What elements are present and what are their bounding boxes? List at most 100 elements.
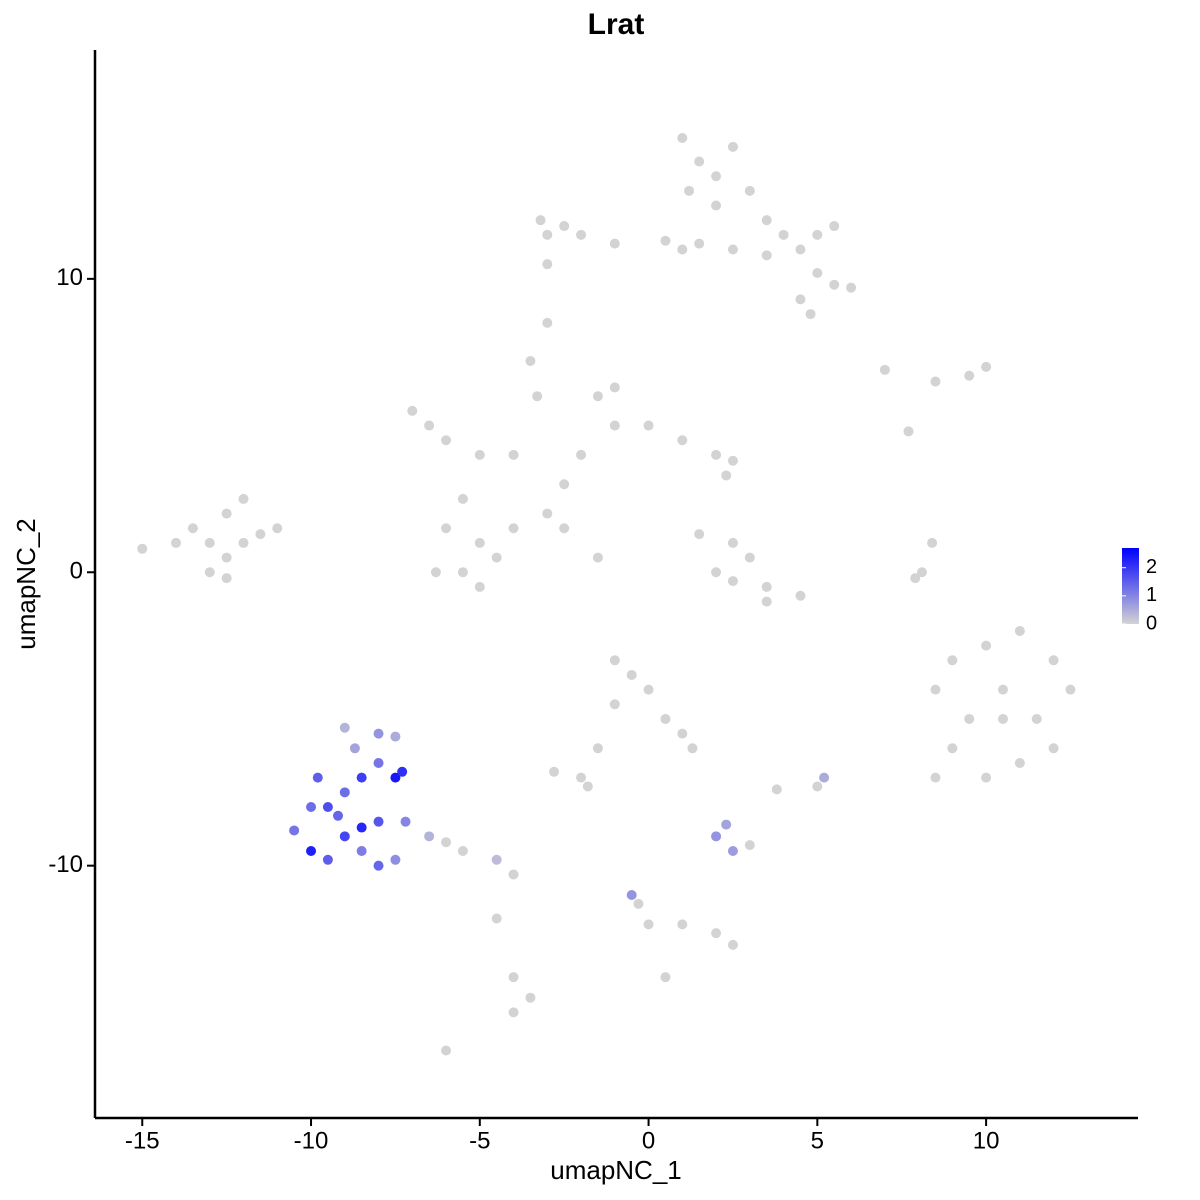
point [204,567,215,578]
point [643,684,654,695]
point [542,508,553,519]
point [761,250,772,261]
point [457,567,468,578]
point [997,684,1008,695]
point [582,781,593,792]
point [805,309,816,320]
x-tick-label: -15 [125,1127,160,1154]
point [721,470,732,481]
point [609,655,620,666]
point [812,781,823,792]
point [390,731,401,742]
point [930,376,941,387]
point [1014,757,1025,768]
point [997,713,1008,724]
point [542,229,553,240]
point [373,728,384,739]
point [727,244,738,255]
point [684,185,695,196]
point [727,846,738,856]
y-tick-label: 10 [56,264,83,291]
point [910,573,921,584]
point [491,552,502,563]
point [727,537,738,548]
point [916,567,927,578]
point [1065,684,1076,695]
point [400,816,411,827]
point [542,317,553,328]
point [322,801,333,812]
point [694,156,705,167]
point [964,370,975,381]
point [744,840,755,851]
x-tick-label: 5 [811,1127,824,1154]
x-tick-label: 0 [642,1127,655,1154]
point [761,581,772,592]
point [592,391,603,402]
points [137,133,1076,1056]
point [981,640,992,651]
point [238,537,249,548]
point [508,523,519,534]
point [407,405,418,416]
point [1048,743,1059,754]
point [559,523,570,534]
point [829,221,840,232]
point [812,229,823,240]
point [238,493,249,504]
point [660,235,671,246]
point [390,854,401,865]
point [373,816,384,827]
point [711,567,722,578]
point [306,801,317,812]
point [761,596,772,607]
point [221,552,232,563]
point [677,728,688,739]
point [744,185,755,196]
point [727,939,738,950]
point [508,1007,519,1018]
point [643,919,654,930]
point [373,757,384,768]
color-bar [1122,548,1139,624]
point [727,455,738,466]
point [289,825,300,836]
point [771,784,782,795]
point [633,898,644,909]
point [609,238,620,249]
point [542,259,553,270]
point [829,279,840,290]
color-tick-label: 1 [1146,584,1157,606]
x-tick-label: 10 [973,1127,1000,1154]
point [727,576,738,587]
point [694,529,705,540]
point [508,972,519,983]
point [643,420,654,431]
point [549,766,560,777]
point [559,479,570,490]
point [508,869,519,880]
point [609,699,620,710]
point [576,772,587,783]
point [457,493,468,504]
point [927,537,938,548]
point [677,244,688,255]
chart-title: Lrat [588,8,645,41]
point [306,846,317,856]
point [441,1045,452,1056]
point [339,787,350,798]
point [795,590,806,601]
point [441,837,452,848]
point [721,819,732,830]
point [474,581,485,592]
point [535,215,546,226]
point [333,810,344,821]
point [1014,625,1025,636]
point [356,822,367,833]
point [312,772,323,783]
point [508,449,519,460]
point [626,669,637,680]
point [356,846,367,856]
point [947,743,958,754]
